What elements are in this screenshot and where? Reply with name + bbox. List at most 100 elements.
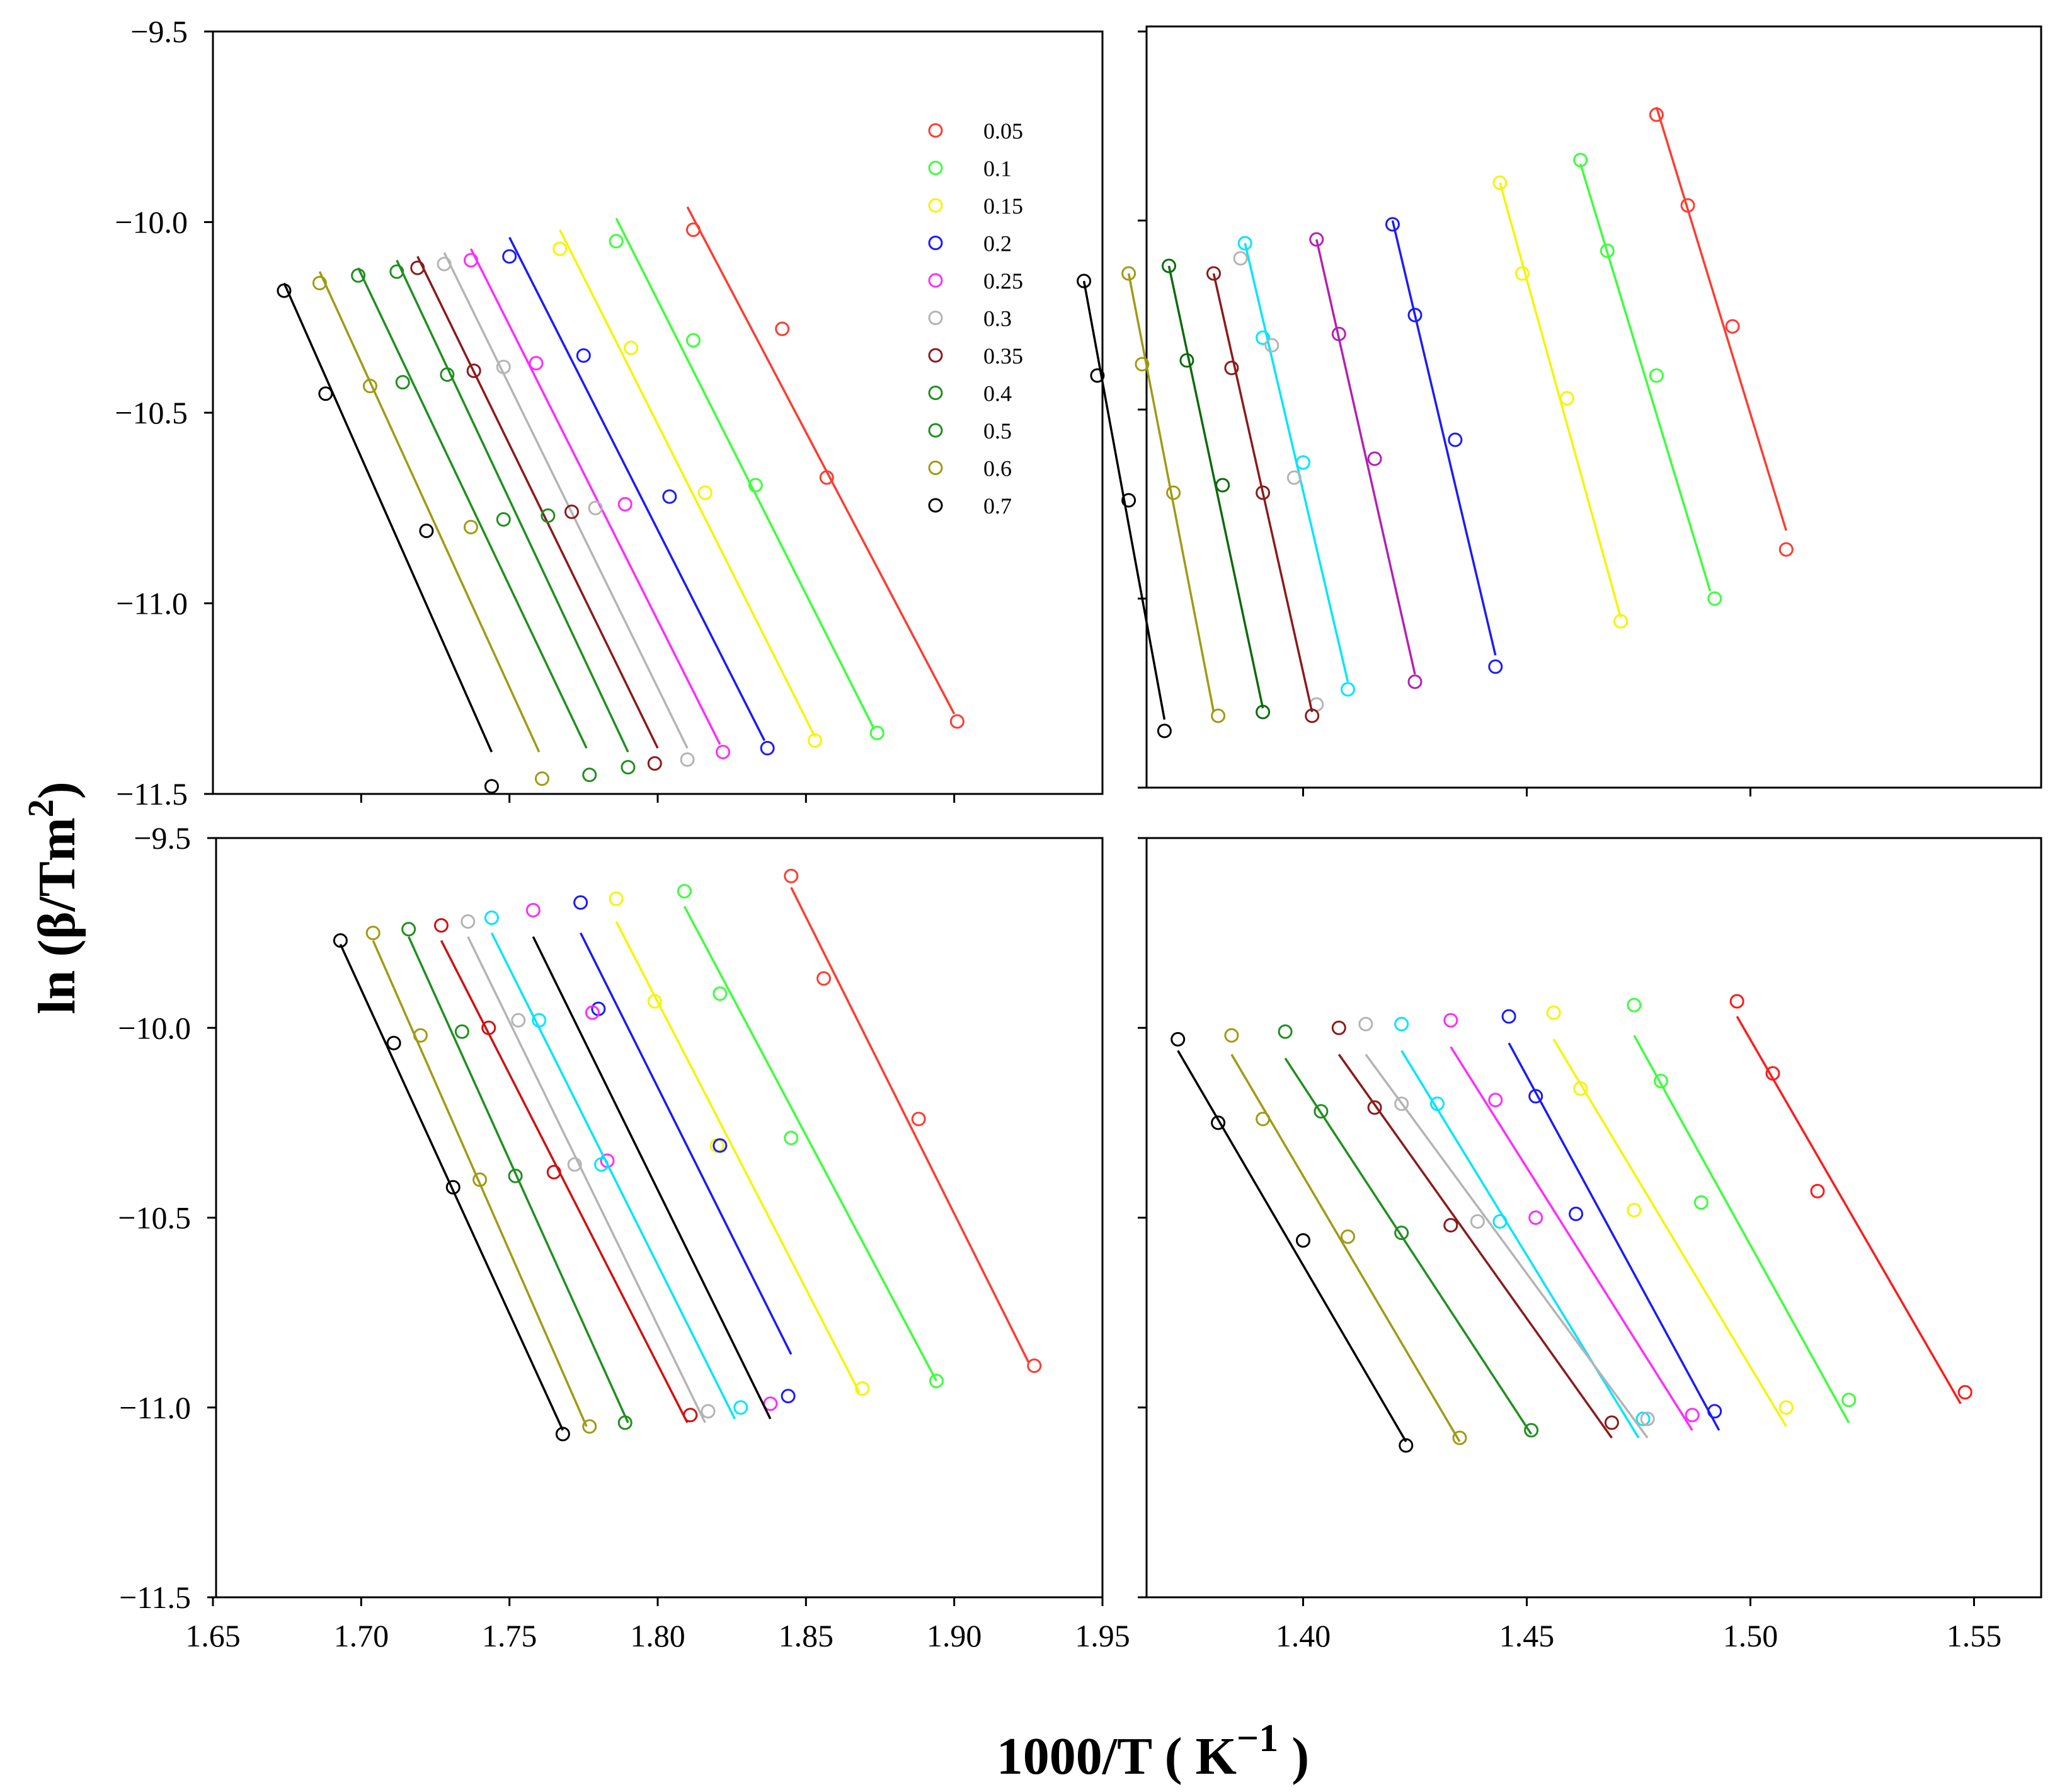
- y-tick-label: −10.5: [118, 1200, 191, 1236]
- x-tick-label: 1.50: [1723, 1618, 1778, 1653]
- series-0.35: [410, 256, 662, 771]
- data-point: [567, 1157, 582, 1172]
- legend-marker: [928, 198, 943, 213]
- data-point: [1367, 1100, 1382, 1115]
- data-point: [1179, 353, 1194, 368]
- data-point: [816, 971, 832, 986]
- data-point: [552, 241, 568, 256]
- data-point: [1573, 1081, 1588, 1096]
- fit-line: [1365, 1054, 1649, 1439]
- data-point: [585, 1005, 600, 1020]
- legend-marker: [928, 348, 943, 363]
- legend-label: 0.05: [983, 118, 1023, 144]
- data-point: [534, 771, 549, 786]
- data-point: [1166, 485, 1181, 500]
- fit-line: [339, 943, 564, 1431]
- data-point: [1211, 708, 1226, 723]
- data-point: [1278, 1024, 1293, 1039]
- fit-line: [532, 936, 772, 1420]
- data-point: [546, 1164, 561, 1180]
- x-tick-label: 1.65: [185, 1618, 241, 1653]
- data-point: [647, 756, 662, 771]
- data-point: [576, 348, 591, 363]
- legend-marker: [928, 461, 943, 475]
- legend-marker: [928, 386, 943, 400]
- data-point: [929, 1374, 944, 1389]
- data-point: [484, 779, 499, 794]
- legend-marker: [928, 498, 943, 513]
- data-point: [1841, 1393, 1857, 1408]
- y-tick-label: −9.5: [130, 14, 188, 49]
- data-point: [1528, 1210, 1543, 1225]
- data-point: [1613, 614, 1629, 629]
- series-cyan: [484, 910, 748, 1420]
- legend-label: 0.15: [983, 193, 1023, 219]
- data-point: [1394, 1226, 1409, 1241]
- y-tick-label: −11.0: [116, 586, 188, 621]
- data-point: [949, 714, 965, 729]
- data-point: [463, 253, 478, 268]
- data-point: [395, 375, 410, 390]
- data-point: [511, 1013, 526, 1028]
- data-point: [617, 1415, 633, 1430]
- data-point: [401, 922, 416, 937]
- y-axis-title-superscript: 2: [20, 799, 61, 817]
- fit-line: [1736, 1016, 1962, 1404]
- data-point: [588, 500, 603, 515]
- data-point: [855, 1381, 870, 1396]
- series-0.3: [437, 252, 695, 767]
- data-point: [573, 895, 588, 910]
- fit-line: [357, 267, 588, 749]
- data-point: [1707, 591, 1722, 606]
- data-point: [677, 883, 692, 899]
- series-0.35: [1206, 266, 1320, 723]
- data-point: [318, 386, 333, 401]
- y-tick-label: −10.5: [115, 395, 188, 430]
- data-point: [1725, 319, 1740, 334]
- fit-line: [683, 905, 937, 1382]
- data-point: [1685, 1408, 1700, 1423]
- data-point: [440, 367, 455, 382]
- data-point: [413, 1028, 428, 1043]
- data-point: [1528, 1089, 1543, 1104]
- panel-bottom-right: 1.40 1.45 1.50 1.55: [1138, 837, 2042, 1653]
- x-axis-title-superscript: −1: [1237, 1717, 1278, 1760]
- fit-line: [1508, 1042, 1720, 1431]
- panel-frame: [1145, 25, 2042, 789]
- data-point: [1524, 1423, 1539, 1438]
- data-point: [1810, 1183, 1825, 1198]
- data-point: [582, 767, 597, 783]
- x-tick-label: 1.40: [1276, 1618, 1331, 1653]
- data-point: [1296, 455, 1310, 470]
- data-point: [1488, 1093, 1503, 1108]
- series-0.7: [333, 933, 570, 1442]
- data-point: [1121, 266, 1136, 281]
- x-tick-label: 1.85: [779, 1618, 834, 1653]
- y-axis-title: ln (β/Tm2): [20, 781, 86, 1014]
- data-point: [819, 470, 834, 485]
- fit-line: [1655, 106, 1787, 531]
- data-point: [333, 933, 348, 948]
- data-point: [1358, 1016, 1373, 1031]
- data-point: [1407, 674, 1422, 689]
- fit-line: [615, 217, 876, 730]
- data-point: [1162, 258, 1176, 273]
- data-point: [1367, 451, 1382, 466]
- data-point: [1604, 1415, 1619, 1430]
- series-0.6: [312, 271, 549, 786]
- y-tick-label: −10.0: [115, 205, 188, 240]
- series-0.05: [1649, 106, 1794, 557]
- fit-line: [1127, 273, 1215, 713]
- series-0.05: [685, 206, 965, 729]
- data-point: [1256, 330, 1271, 345]
- data-point: [1237, 236, 1252, 251]
- fit-line: [1337, 1054, 1613, 1439]
- data-point: [277, 283, 292, 298]
- data-point: [680, 752, 695, 767]
- legend-label: 0.35: [983, 343, 1023, 369]
- series-0.35: [1331, 1020, 1619, 1439]
- data-point: [1452, 1430, 1467, 1445]
- fit-line: [580, 932, 793, 1355]
- series-0.1: [1627, 997, 1857, 1423]
